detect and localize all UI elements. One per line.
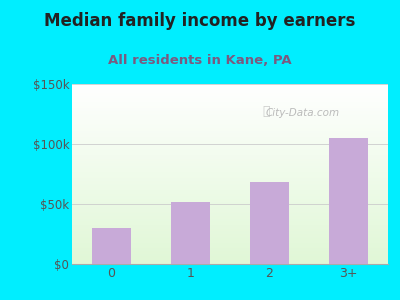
Bar: [329, 138, 368, 264]
Text: ⓘ: ⓘ: [262, 105, 270, 119]
Bar: [250, 182, 289, 264]
Bar: [171, 202, 210, 264]
Text: All residents in Kane, PA: All residents in Kane, PA: [108, 54, 292, 67]
Text: Median family income by earners: Median family income by earners: [44, 12, 356, 30]
Text: City-Data.com: City-Data.com: [266, 108, 340, 118]
Bar: [92, 228, 131, 264]
